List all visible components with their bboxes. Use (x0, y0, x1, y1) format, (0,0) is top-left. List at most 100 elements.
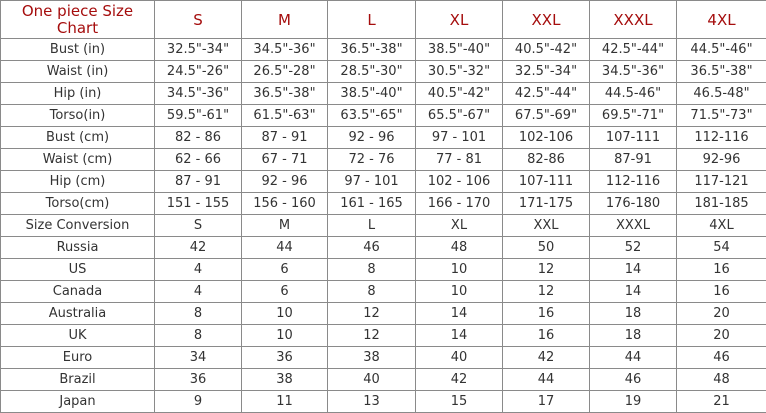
table-cell: 87 - 91 (155, 171, 242, 193)
table-cell: 20 (677, 303, 766, 325)
table-cell: 42.5"-44" (590, 39, 677, 61)
table-cell: 69.5"-71" (590, 105, 677, 127)
row-label: Bust (in) (1, 39, 155, 61)
table-cell: 36.5"-38" (677, 61, 766, 83)
table-cell: 12 (503, 281, 590, 303)
row-label: US (1, 259, 155, 281)
table-row: Hip (in)34.5"-36"36.5"-38"38.5"-40"40.5"… (1, 83, 766, 105)
table-cell: 4 (155, 259, 242, 281)
table-row: Bust (in)32.5"-34"34.5"-36"36.5"-38"38.5… (1, 39, 766, 61)
table-cell: XXXL (590, 215, 677, 237)
row-label: Waist (in) (1, 61, 155, 83)
table-cell: 44.5-46" (590, 83, 677, 105)
row-label: Bust (cm) (1, 127, 155, 149)
table-cell: 181-185 (677, 193, 766, 215)
table-cell: 59.5"-61" (155, 105, 242, 127)
table-cell: 8 (155, 303, 242, 325)
table-cell: 18 (590, 325, 677, 347)
table-cell: S (155, 215, 242, 237)
table-cell: 36 (155, 369, 242, 391)
table-cell: 166 - 170 (416, 193, 503, 215)
table-cell: 42 (503, 347, 590, 369)
table-cell: 12 (328, 325, 416, 347)
table-cell: 38 (328, 347, 416, 369)
table-cell: 36 (242, 347, 328, 369)
size-header: M (242, 1, 328, 39)
table-cell: 12 (503, 259, 590, 281)
row-label: Size Conversion (1, 215, 155, 237)
row-label: Torso(cm) (1, 193, 155, 215)
table-cell: 30.5"-32" (416, 61, 503, 83)
table-cell: 52 (590, 237, 677, 259)
table-cell: 97 - 101 (328, 171, 416, 193)
table-cell: 50 (503, 237, 590, 259)
table-cell: 87 - 91 (242, 127, 328, 149)
table-cell: 38 (242, 369, 328, 391)
table-cell: 48 (677, 369, 766, 391)
table-cell: 14 (416, 325, 503, 347)
table-cell: 4XL (677, 215, 766, 237)
table-cell: 65.5"-67" (416, 105, 503, 127)
table-cell: 62 - 66 (155, 149, 242, 171)
row-label: Russia (1, 237, 155, 259)
table-cell: 112-116 (590, 171, 677, 193)
table-cell: 92 - 96 (242, 171, 328, 193)
table-cell: 92-96 (677, 149, 766, 171)
table-cell: 14 (590, 259, 677, 281)
table-cell: 38.5"-40" (416, 39, 503, 61)
table-cell: 42 (416, 369, 503, 391)
table-cell: 107-111 (590, 127, 677, 149)
table-cell: 9 (155, 391, 242, 413)
table-cell: 67 - 71 (242, 149, 328, 171)
table-cell: 44 (590, 347, 677, 369)
size-header: XL (416, 1, 503, 39)
table-cell: 67.5"-69" (503, 105, 590, 127)
table-cell: 12 (328, 303, 416, 325)
table-row: Torso(in)59.5"-61"61.5"-63"63.5"-65"65.5… (1, 105, 766, 127)
table-cell: 44 (503, 369, 590, 391)
table-cell: 176-180 (590, 193, 677, 215)
table-cell: 171-175 (503, 193, 590, 215)
table-cell: 44.5"-46" (677, 39, 766, 61)
table-cell: 24.5"-26" (155, 61, 242, 83)
table-cell: 36.5"-38" (242, 83, 328, 105)
table-cell: 46.5-48" (677, 83, 766, 105)
table-cell: 6 (242, 281, 328, 303)
table-cell: 34.5"-36" (590, 61, 677, 83)
size-header: XXXL (590, 1, 677, 39)
table-cell: 46 (590, 369, 677, 391)
table-cell: 117-121 (677, 171, 766, 193)
table-cell: 17 (503, 391, 590, 413)
table-cell: 34 (155, 347, 242, 369)
table-cell: 82-86 (503, 149, 590, 171)
table-cell: 54 (677, 237, 766, 259)
table-cell: 10 (416, 259, 503, 281)
size-header: L (328, 1, 416, 39)
row-label: Waist (cm) (1, 149, 155, 171)
table-cell: 8 (328, 259, 416, 281)
table-cell: 38.5"-40" (328, 83, 416, 105)
table-cell: 34.5"-36" (242, 39, 328, 61)
table-cell: 13 (328, 391, 416, 413)
table-cell: 19 (590, 391, 677, 413)
row-label: Hip (in) (1, 83, 155, 105)
table-cell: 42 (155, 237, 242, 259)
table-cell: 18 (590, 303, 677, 325)
row-label: Japan (1, 391, 155, 413)
table-cell: 112-116 (677, 127, 766, 149)
row-label: Euro (1, 347, 155, 369)
table-row: Waist (in)24.5"-26"26.5"-28"28.5"-30"30.… (1, 61, 766, 83)
table-cell: 21 (677, 391, 766, 413)
table-cell: 10 (242, 325, 328, 347)
row-label: Australia (1, 303, 155, 325)
